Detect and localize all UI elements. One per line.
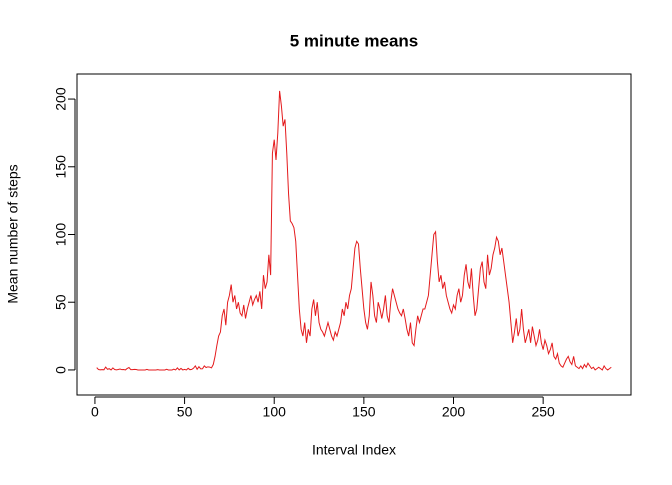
chart-title: 5 minute means	[290, 31, 419, 50]
plot-box	[76, 73, 632, 396]
x-axis-label: Interval Index	[312, 442, 396, 458]
y-tick-label: 100	[53, 223, 69, 247]
x-tick-label: 150	[352, 404, 376, 420]
x-tick-label: 0	[91, 404, 99, 420]
y-axis-label: Mean number of steps	[5, 164, 21, 303]
x-tick-label: 250	[531, 404, 555, 420]
x-tick-label: 100	[263, 404, 287, 420]
x-tick-label: 200	[442, 404, 466, 420]
data-line	[96, 90, 612, 371]
y-tick-label: 200	[53, 87, 69, 111]
y-tick-label: 150	[53, 155, 69, 179]
x-tick-label: 50	[177, 404, 193, 420]
y-tick-label: 0	[53, 366, 69, 374]
y-tick-label: 50	[53, 294, 69, 310]
